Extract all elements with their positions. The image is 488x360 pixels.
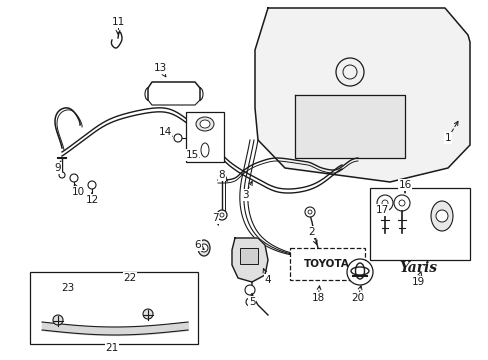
Text: 3: 3 (241, 190, 248, 200)
Polygon shape (254, 8, 469, 182)
Text: 7: 7 (211, 213, 218, 223)
Ellipse shape (201, 143, 208, 157)
Text: 8: 8 (218, 170, 225, 180)
Polygon shape (231, 238, 267, 282)
Text: 17: 17 (375, 205, 388, 215)
Text: 21: 21 (105, 343, 119, 353)
Bar (187, 133, 198, 143)
Text: 5: 5 (248, 297, 255, 307)
Ellipse shape (430, 201, 452, 231)
Text: 16: 16 (398, 180, 411, 190)
Text: 14: 14 (158, 127, 171, 137)
Circle shape (307, 210, 311, 214)
Text: 18: 18 (311, 293, 324, 303)
Circle shape (53, 315, 63, 325)
Circle shape (174, 134, 182, 142)
Text: 1: 1 (444, 133, 450, 143)
Text: 6: 6 (194, 240, 201, 250)
Text: 10: 10 (71, 187, 84, 197)
Text: TOYOTA: TOYOTA (304, 259, 349, 269)
Text: 9: 9 (55, 163, 61, 173)
Bar (369, 188, 469, 260)
Circle shape (88, 181, 96, 189)
Text: 4: 4 (264, 275, 271, 285)
Circle shape (142, 309, 153, 319)
Ellipse shape (198, 240, 209, 256)
Text: 15: 15 (185, 150, 198, 160)
Text: 22: 22 (123, 273, 136, 283)
Text: 23: 23 (61, 283, 75, 293)
Text: 11: 11 (111, 17, 124, 27)
Ellipse shape (196, 117, 214, 131)
Bar (289, 248, 364, 280)
Circle shape (305, 207, 314, 217)
Bar (240, 248, 258, 264)
Circle shape (346, 259, 372, 285)
Circle shape (244, 285, 254, 295)
Bar (185, 112, 224, 162)
Circle shape (217, 210, 226, 220)
Text: Yaris: Yaris (398, 261, 436, 275)
Ellipse shape (200, 120, 209, 128)
Circle shape (435, 210, 447, 222)
Text: 13: 13 (153, 63, 166, 73)
Circle shape (245, 298, 253, 306)
Text: 19: 19 (410, 277, 424, 287)
Text: 12: 12 (85, 195, 99, 205)
Circle shape (200, 244, 207, 252)
Text: 20: 20 (351, 293, 364, 303)
Text: 2: 2 (308, 227, 315, 237)
Circle shape (220, 213, 224, 217)
Circle shape (70, 174, 78, 182)
Bar (30, 272, 198, 344)
Polygon shape (294, 95, 404, 158)
Circle shape (59, 172, 65, 178)
